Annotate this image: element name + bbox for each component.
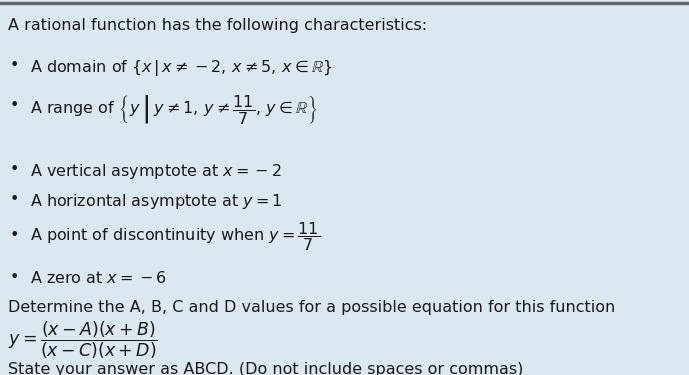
Text: •: •: [10, 162, 19, 177]
Text: •: •: [10, 98, 19, 113]
Text: A rational function has the following characteristics:: A rational function has the following ch…: [8, 18, 427, 33]
Text: A vertical asymptote at $x = -2$: A vertical asymptote at $x = -2$: [30, 162, 282, 181]
Text: $y = \dfrac{(x-A)(x+B)}{(x-C)(x+D)}$: $y = \dfrac{(x-A)(x+B)}{(x-C)(x+D)}$: [8, 320, 158, 362]
Text: A horizontal asymptote at $y = 1$: A horizontal asymptote at $y = 1$: [30, 192, 282, 211]
Text: A range of $\left\{y\,\middle|\,y \neq 1,\, y \neq \dfrac{11}{7},\, y \in \mathb: A range of $\left\{y\,\middle|\,y \neq 1…: [30, 93, 318, 126]
Text: •: •: [10, 270, 19, 285]
Text: •: •: [10, 192, 19, 207]
Text: •: •: [10, 58, 19, 73]
Text: A zero at $x = -6$: A zero at $x = -6$: [30, 270, 167, 286]
Text: Determine the A, B, C and D values for a possible equation for this function: Determine the A, B, C and D values for a…: [8, 300, 615, 315]
Text: A domain of $\{x\,|\,x \neq -2,\, x \neq 5,\, x \in \mathbb{R}\}$: A domain of $\{x\,|\,x \neq -2,\, x \neq…: [30, 58, 332, 78]
Text: State your answer as ABCD. (Do not include spaces or commas): State your answer as ABCD. (Do not inclu…: [8, 362, 524, 375]
Text: •: •: [10, 228, 19, 243]
Text: A point of discontinuity when $y = \dfrac{11}{7}$: A point of discontinuity when $y = \dfra…: [30, 220, 320, 253]
